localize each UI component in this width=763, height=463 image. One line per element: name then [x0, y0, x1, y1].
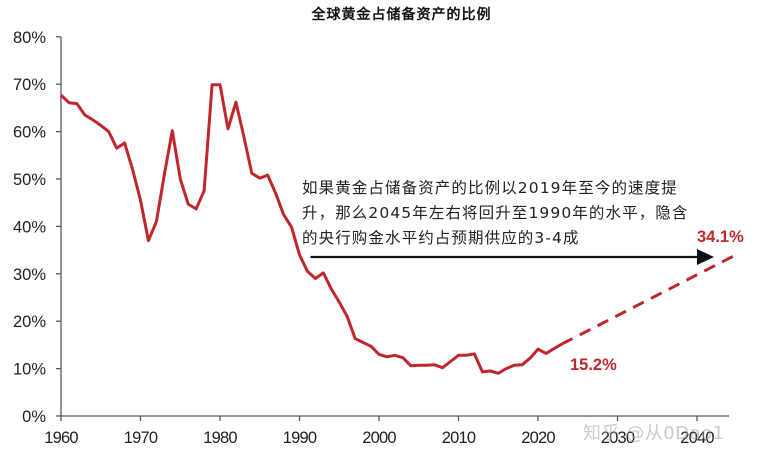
projected-value-label: 34.1%	[697, 228, 744, 246]
x-tick-label: 2030	[601, 429, 635, 447]
x-tick-label: 2040	[680, 429, 714, 447]
y-tick-label: 60%	[13, 124, 46, 142]
y-tick-label: 70%	[13, 76, 46, 94]
y-tick-label: 80%	[13, 29, 46, 47]
y-tick-label: 30%	[13, 266, 46, 284]
x-axis: 1960 1970 1980 1990 2000 2010 2020 2030 2040	[44, 415, 729, 447]
history-line	[59, 83, 563, 375]
chart-title: 全球黄金占储备资产的比例	[311, 7, 492, 23]
y-tick-label: 20%	[13, 313, 46, 331]
y-tick-label: 10%	[13, 361, 46, 379]
x-tick-label: 1980	[203, 429, 237, 447]
annotation-text: 如果黄金占储备资产的比例以2019年至今的速度提 升，那么2045年左右将回升至…	[302, 176, 722, 251]
y-axis: 0% 10% 20% 30% 40% 50% 60% 70% 80%	[13, 29, 62, 426]
watermark: 知乎 @从0Dao1	[583, 423, 725, 444]
data-series	[59, 83, 738, 375]
annotation-arrow	[310, 249, 714, 265]
x-tick-label: 1960	[44, 429, 78, 447]
x-tick-label: 1990	[283, 429, 317, 447]
y-tick-label: 40%	[13, 218, 46, 236]
annotation-line-1: 如果黄金占储备资产的比例以2019年至今的速度提	[302, 179, 678, 197]
projection-line	[561, 253, 738, 346]
annotation-line-3: 的央行购金水平约占预期供应的3-4成	[302, 229, 580, 247]
annotation-line-2: 升，那么2045年左右将回升至1990年的水平，隐含	[302, 204, 689, 222]
current-value-label: 15.2%	[570, 356, 617, 374]
x-tick-label: 2020	[521, 429, 555, 447]
x-tick-label: 2010	[442, 429, 476, 447]
y-tick-label: 0%	[22, 408, 46, 426]
x-tick-label: 2000	[362, 429, 396, 447]
y-tick-label: 50%	[13, 171, 46, 189]
x-tick-label: 1970	[124, 429, 158, 447]
